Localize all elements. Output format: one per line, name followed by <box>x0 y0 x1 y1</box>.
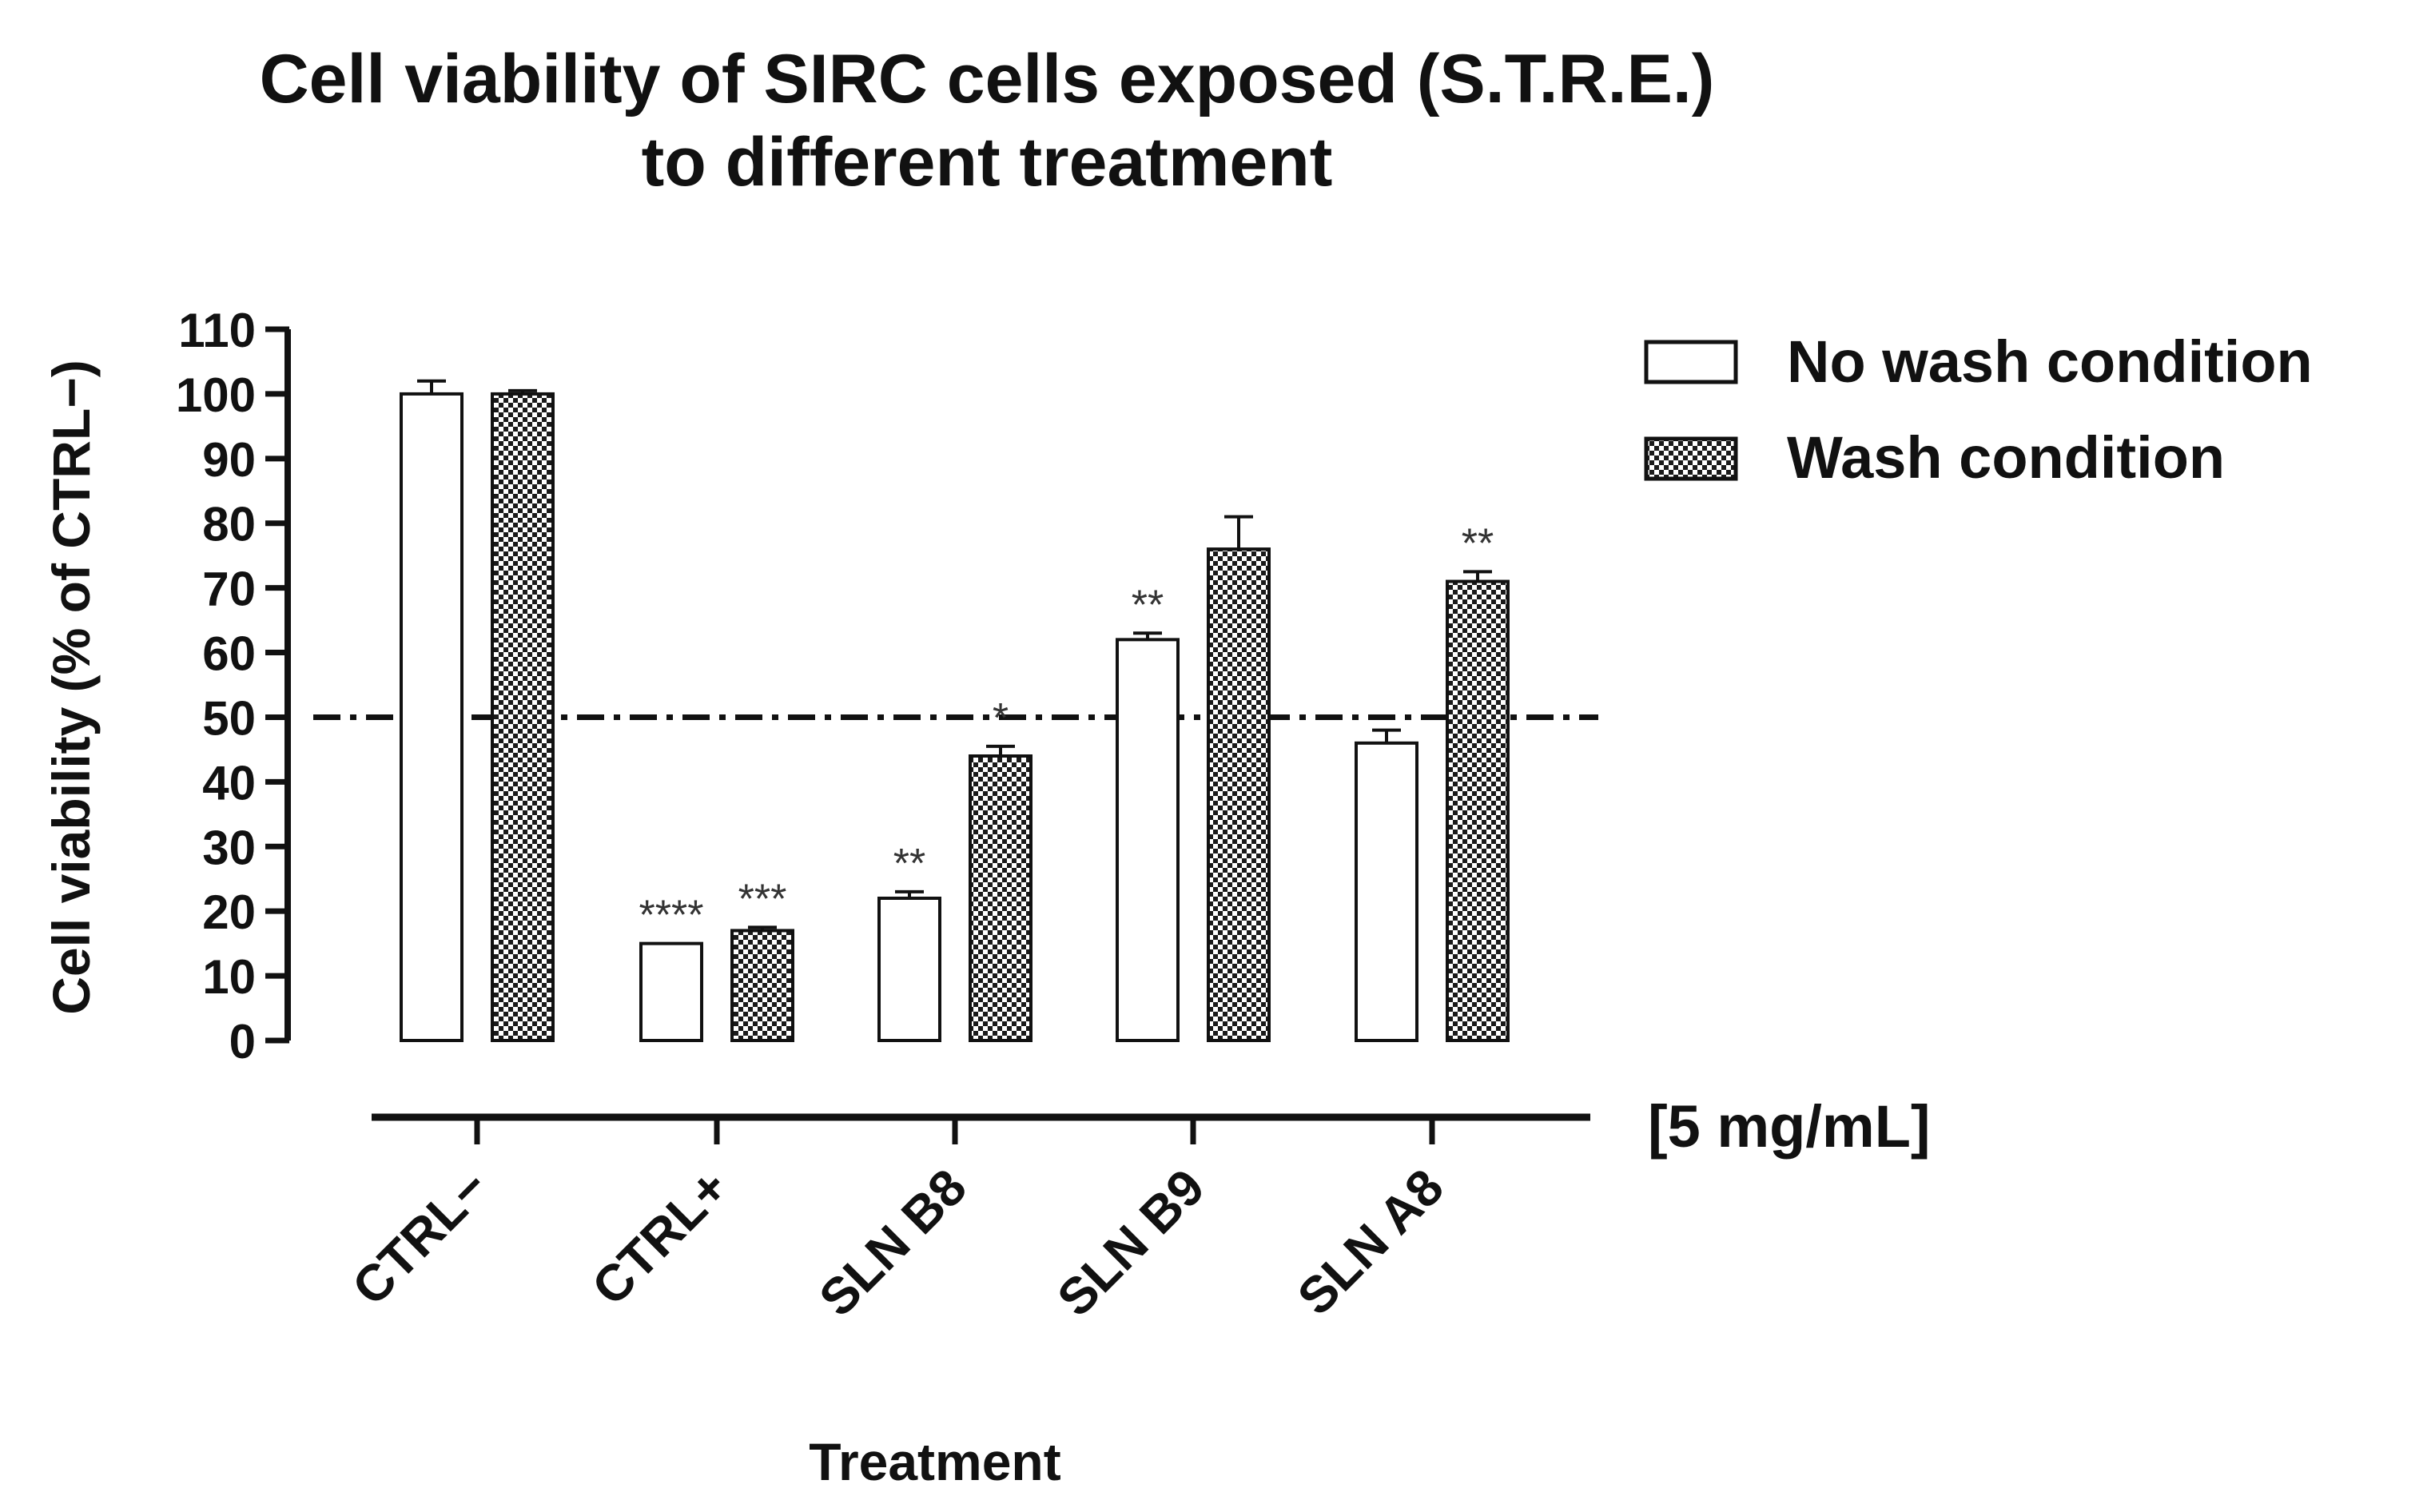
y-tick-label: 0 <box>229 1015 256 1068</box>
x-category-label: SLN A8 <box>1287 1158 1454 1326</box>
x-category-label: SLN B8 <box>808 1158 977 1327</box>
y-tick-label: 10 <box>202 950 256 1004</box>
bar-no-wash-2 <box>877 897 941 1042</box>
bar-wash-4 <box>1446 579 1510 1042</box>
x-category-label: CTRL− <box>341 1158 499 1316</box>
bar-no-wash-0 <box>400 392 464 1042</box>
bar-wash-0 <box>491 392 555 1042</box>
y-tick-label: 20 <box>202 885 256 939</box>
legend-swatch-no-wash <box>1644 340 1738 384</box>
bar-no-wash-4 <box>1355 741 1418 1042</box>
x-category-label: SLN B9 <box>1046 1158 1216 1327</box>
bar-wash-3 <box>1207 547 1271 1042</box>
legend-label-wash: Wash condition <box>1787 424 2225 491</box>
concentration-label: [5 mg/mL] <box>1648 1093 1931 1160</box>
significance-label: **** <box>639 893 704 939</box>
bar-wash-2 <box>969 754 1032 1042</box>
significance-label: ** <box>1462 520 1494 567</box>
legend-swatch-wash <box>1644 436 1738 481</box>
chart-title-line-1: Cell viability of SIRC cells exposed (S.… <box>260 41 1715 117</box>
bar-no-wash-3 <box>1116 638 1180 1042</box>
x-ticks <box>474 1117 1435 1144</box>
bar-no-wash-1 <box>639 941 703 1042</box>
significance-label: *** <box>738 876 787 922</box>
x-category-label: CTRL+ <box>581 1158 739 1316</box>
x-tick-labels: CTRL− CTRL+ SLN B8 SLN B9 SLN A8 <box>341 1158 1454 1327</box>
y-tick-label: 80 <box>202 498 256 551</box>
y-tick-label: 50 <box>202 691 256 745</box>
y-axis: 0 10 20 30 40 50 60 70 80 90 100 110 <box>176 304 291 1068</box>
y-tick-label: 70 <box>202 563 256 616</box>
y-tick-label: 40 <box>202 756 256 810</box>
significance-label: * <box>993 695 1009 742</box>
chart-title-line-2: to different treatment <box>642 124 1333 201</box>
significance-label: ** <box>893 841 925 887</box>
significance-label: ** <box>1132 582 1164 628</box>
y-tick-label: 110 <box>178 304 256 357</box>
y-tick-label: 90 <box>202 433 256 487</box>
x-axis-label: Treatment <box>809 1432 1060 1491</box>
y-tick-label: 60 <box>202 627 256 681</box>
bars: ************** <box>400 379 1510 1043</box>
bar-wash-1 <box>730 929 794 1043</box>
y-axis-label: Cell viability (% of CTRL−) <box>42 360 101 1015</box>
legend-label-no-wash: No wash condition <box>1787 328 2313 395</box>
legend: No wash condition Wash condition <box>1644 328 2313 491</box>
y-tick-label: 30 <box>202 821 256 874</box>
y-tick-label: 100 <box>176 368 256 422</box>
